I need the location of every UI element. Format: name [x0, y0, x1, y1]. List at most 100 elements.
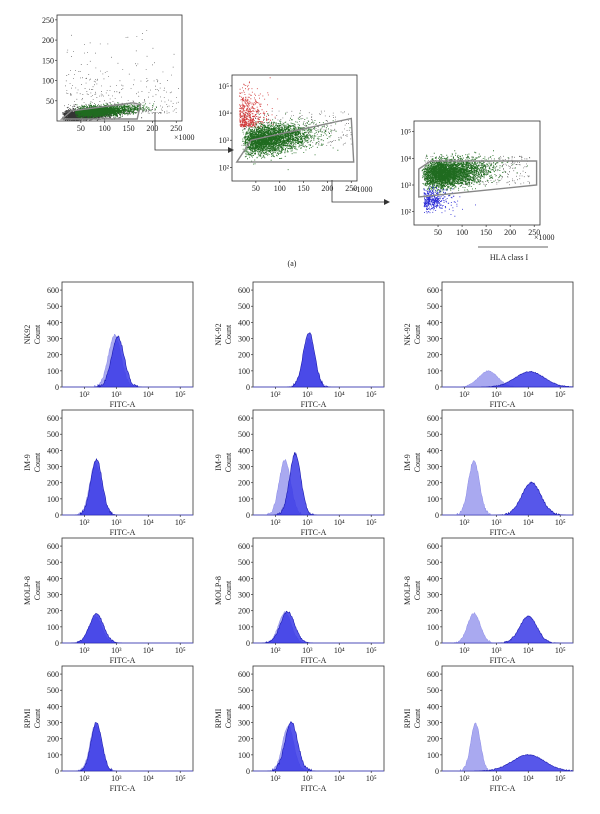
y-tick-label: 10⁵ — [400, 128, 411, 137]
histogram-stained-curve — [442, 615, 573, 644]
y-tick-label: 500 — [47, 558, 59, 567]
y-axis-label: Count — [224, 324, 233, 344]
row-label: RPMI — [23, 708, 32, 728]
histogram-frame — [252, 409, 385, 516]
y-axis-label: Count — [33, 708, 42, 728]
x-tick-label: 100 — [274, 184, 286, 193]
y-tick-label: 500 — [238, 686, 250, 695]
x-tick-label: 200 — [321, 184, 333, 193]
x-tick-label: 10² — [79, 646, 90, 655]
histogram-stained-curve — [253, 331, 384, 388]
y-tick-label: 100 — [47, 623, 59, 632]
row-label: RPMI — [214, 708, 223, 728]
y-axis-label: Count — [224, 452, 233, 472]
y-tick-label: 200 — [238, 607, 250, 616]
x-tick-label: 10⁴ — [143, 774, 154, 783]
y-tick-label: 600 — [47, 414, 59, 423]
x-tick-label: 10⁵ — [175, 390, 186, 399]
x-tick-label: 10² — [270, 774, 281, 783]
histogram-frame — [61, 409, 194, 516]
y-tick-label: 400 — [47, 446, 59, 455]
gating-arrow-1-head — [228, 147, 234, 153]
x-axis-label: FITC-A — [301, 528, 327, 537]
histogram-control-curve — [62, 461, 193, 516]
x-tick-label: 10⁵ — [175, 518, 186, 527]
y-tick-label: 600 — [238, 670, 250, 679]
y-tick-label: 600 — [238, 286, 250, 295]
dot-plot-1-gate — [59, 102, 142, 120]
x-tick-label: 150 — [298, 184, 310, 193]
x-tick-label: 250 — [345, 184, 357, 193]
histogram-frame — [252, 537, 385, 644]
y-tick-label: 200 — [47, 351, 59, 360]
events-blue — [423, 184, 476, 217]
y-tick-label: 0 — [55, 511, 59, 520]
y-tick-label: 10³ — [219, 136, 230, 145]
x-tick-label: 100 — [99, 124, 111, 133]
y-tick-label: 0 — [435, 511, 439, 520]
dot-plot-3-gate — [418, 160, 538, 198]
y-tick-label: 400 — [427, 446, 439, 455]
histogram-frame — [61, 537, 194, 644]
x-tick-label: 10⁴ — [334, 646, 345, 655]
histogram-nk92-2: 0 100 200 300 400 500 600 10² 10³ 10⁴ 10⁵ FITC-A Cou… — [214, 281, 385, 409]
y-tick-label: 300 — [47, 591, 59, 600]
x-tick-label: 10³ — [302, 390, 313, 399]
dot-plot-2-events — [239, 77, 352, 171]
x-axis-label: FITC-A — [110, 656, 136, 665]
dot-plot-3: 50 100 150 200 250 10² 10³ 10⁴ 10⁵ ×1000 HLA cl… — [400, 120, 555, 262]
x-axis-label: FITC-A — [110, 400, 136, 409]
x-tick-label: 10³ — [111, 774, 122, 783]
histogram-control-curve — [62, 724, 193, 772]
y-tick-label: 100 — [427, 495, 439, 504]
y-tick-label: 500 — [47, 430, 59, 439]
y-tick-label: 500 — [238, 558, 250, 567]
histogram-im-9-3: 0 100 200 300 400 500 600 10² 10³ 10⁴ 10⁵ FITC-A Cou… — [403, 409, 574, 537]
y-tick-label: 400 — [238, 574, 250, 583]
y-tick-label: 0 — [246, 767, 250, 776]
histogram-control-curve — [442, 611, 573, 644]
gating-arrow-1 — [154, 112, 228, 151]
x-tick-label: 10⁵ — [555, 646, 566, 655]
x-axis-label: FITC-A — [110, 528, 136, 537]
y-tick-label: 600 — [238, 542, 250, 551]
histogram-control-curve — [253, 725, 384, 772]
x-tick-label: 150 — [480, 228, 492, 237]
y-tick-label: 100 — [47, 495, 59, 504]
y-tick-label: 400 — [427, 318, 439, 327]
x-tick-label: 100 — [456, 228, 468, 237]
histogram-frame — [252, 665, 385, 772]
x-tick-label: 10³ — [491, 518, 502, 527]
y-tick-label: 10⁵ — [218, 82, 229, 91]
y-tick-label: 0 — [435, 767, 439, 776]
dot-plot-3-events — [421, 150, 531, 217]
y-tick-label: 300 — [427, 719, 439, 728]
x-tick-label: 10⁵ — [175, 646, 186, 655]
histogram-molp-8-3: 0 100 200 300 400 500 600 10² 10³ 10⁴ 10⁵ FITC-A Cou… — [403, 537, 574, 665]
y-tick-label: 300 — [238, 463, 250, 472]
histogram-control-curve — [442, 460, 573, 516]
hla-axis-label: HLA class I — [490, 253, 529, 262]
histogram-stained-curve — [62, 335, 193, 388]
y-tick-label: 100 — [47, 367, 59, 376]
dot-plot-2-multiplier: ×1000 — [352, 185, 373, 194]
y-tick-label: 600 — [47, 286, 59, 295]
x-tick-label: 10² — [270, 390, 281, 399]
x-tick-label: 10² — [459, 646, 470, 655]
x-tick-label: 10⁴ — [334, 774, 345, 783]
histogram-stained-curve — [442, 753, 574, 772]
y-tick-label: 0 — [55, 767, 59, 776]
y-axis-label: Count — [224, 708, 233, 728]
y-tick-label: 0 — [246, 383, 250, 392]
row-label: NK-92 — [214, 323, 223, 345]
y-tick-label: 500 — [238, 430, 250, 439]
x-tick-label: 10³ — [302, 774, 313, 783]
y-tick-label: 500 — [427, 558, 439, 567]
y-axis-label: Count — [224, 580, 233, 600]
gating-arrow-2-head — [384, 199, 390, 205]
x-axis-label: FITC-A — [301, 400, 327, 409]
y-tick-label: 400 — [47, 318, 59, 327]
y-tick-label: 400 — [47, 702, 59, 711]
gating-arrows — [154, 112, 390, 205]
events-black — [62, 30, 179, 121]
